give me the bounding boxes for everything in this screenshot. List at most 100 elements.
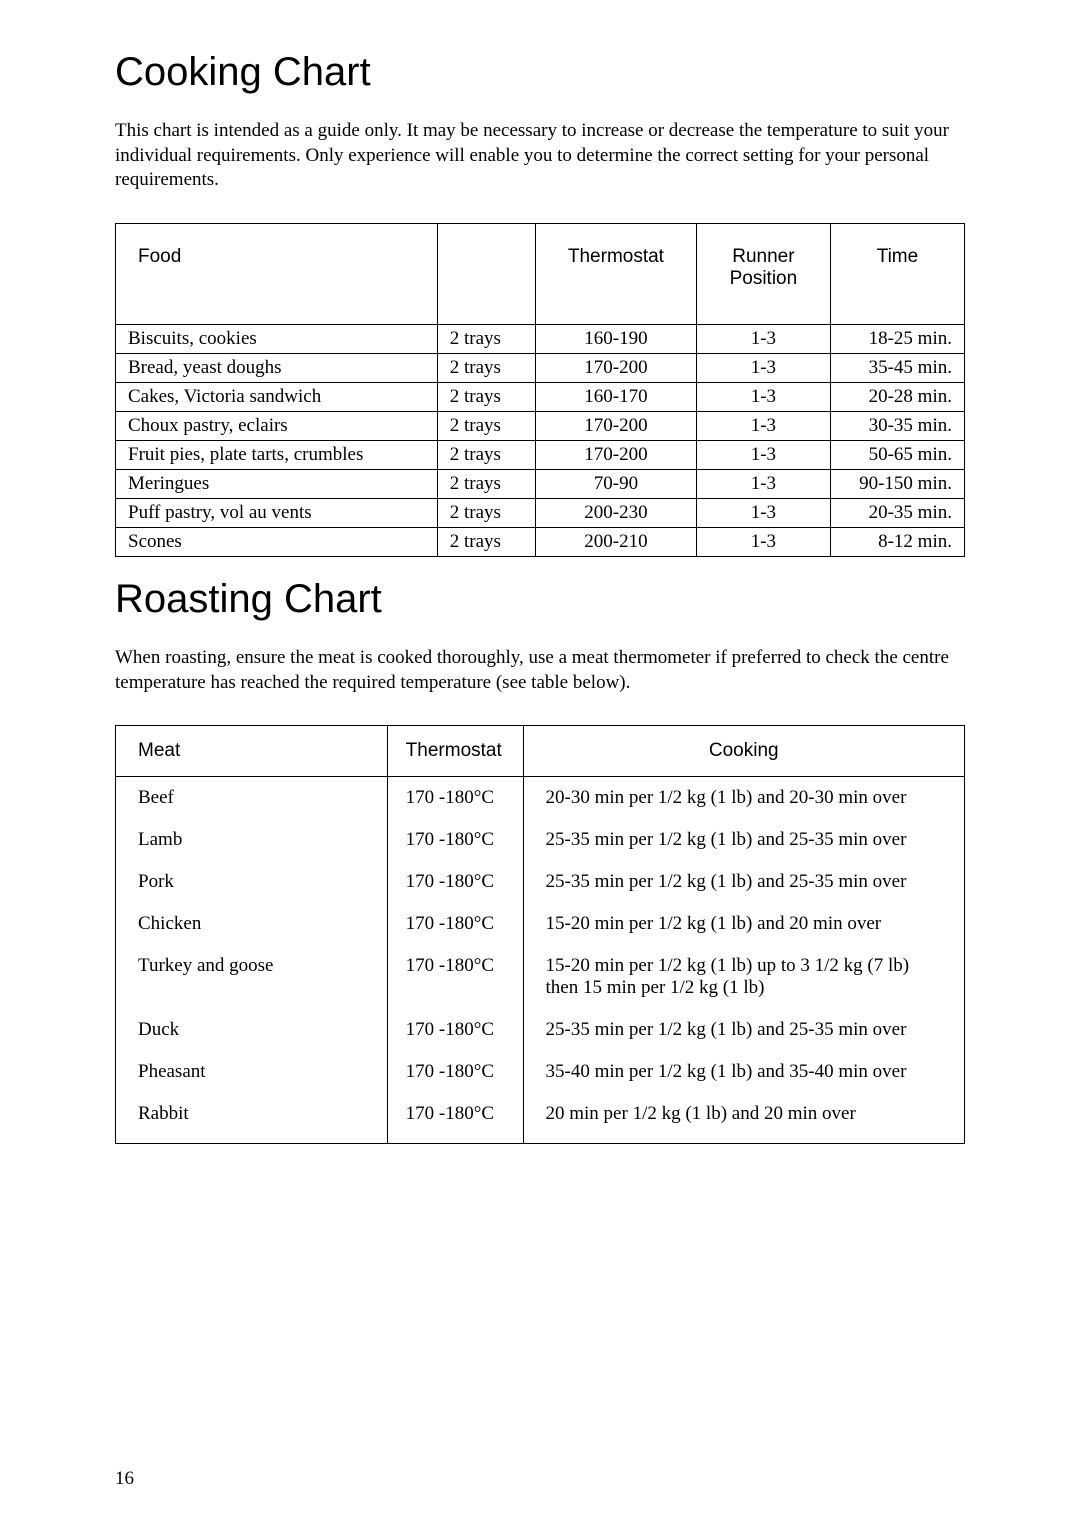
cell-time: 8-12 min. bbox=[830, 528, 964, 557]
table-row: Duck170 -180°C25-35 min per 1/2 kg (1 lb… bbox=[116, 1009, 965, 1051]
cell-meat: Rabbit bbox=[116, 1093, 388, 1144]
roasting-table-body: Beef170 -180°C20-30 min per 1/2 kg (1 lb… bbox=[116, 777, 965, 1144]
cell-food: Cakes, Victoria sandwich bbox=[116, 383, 438, 412]
page-number: 16 bbox=[115, 1468, 134, 1490]
table-row: Pheasant170 -180°C35-40 min per 1/2 kg (… bbox=[116, 1051, 965, 1093]
cooking-table-head: Food Thermostat Runner Position Time bbox=[116, 224, 965, 325]
roasting-chart-table: Meat Thermostat Cooking Beef170 -180°C20… bbox=[115, 725, 965, 1144]
cell-runner: 1-3 bbox=[696, 499, 830, 528]
cell-runner: 1-3 bbox=[696, 470, 830, 499]
table-row: Turkey and goose170 -180°C15-20 min per … bbox=[116, 945, 965, 1009]
roasting-table-head: Meat Thermostat Cooking bbox=[116, 726, 965, 777]
cell-thermo2: 170 -180°C bbox=[387, 1051, 523, 1093]
table-row: Pork170 -180°C25-35 min per 1/2 kg (1 lb… bbox=[116, 861, 965, 903]
table-row: Lamb170 -180°C25-35 min per 1/2 kg (1 lb… bbox=[116, 819, 965, 861]
cell-food: Fruit pies, plate tarts, crumbles bbox=[116, 441, 438, 470]
cell-food: Puff pastry, vol au vents bbox=[116, 499, 438, 528]
cell-meat: Turkey and goose bbox=[116, 945, 388, 1009]
table-row: Rabbit170 -180°C20 min per 1/2 kg (1 lb)… bbox=[116, 1093, 965, 1144]
table-row: Beef170 -180°C20-30 min per 1/2 kg (1 lb… bbox=[116, 777, 965, 820]
cell-meat: Duck bbox=[116, 1009, 388, 1051]
col-thermostat: Thermostat bbox=[536, 224, 697, 325]
cell-thermo: 200-210 bbox=[536, 528, 697, 557]
cell-time: 18-25 min. bbox=[830, 325, 964, 354]
roasting-chart-title: Roasting Chart bbox=[115, 577, 965, 622]
cell-runner: 1-3 bbox=[696, 325, 830, 354]
table-row: Chicken170 -180°C15-20 min per 1/2 kg (1… bbox=[116, 903, 965, 945]
cell-runner: 1-3 bbox=[696, 354, 830, 383]
cell-trays: 2 trays bbox=[437, 354, 535, 383]
cell-cook: 35-40 min per 1/2 kg (1 lb) and 35-40 mi… bbox=[523, 1051, 965, 1093]
cell-cook: 20-30 min per 1/2 kg (1 lb) and 20-30 mi… bbox=[523, 777, 965, 820]
cell-food: Scones bbox=[116, 528, 438, 557]
table-row: Bread, yeast doughs2 trays170-2001-335-4… bbox=[116, 354, 965, 383]
table-row: Puff pastry, vol au vents2 trays200-2301… bbox=[116, 499, 965, 528]
cell-thermo: 200-230 bbox=[536, 499, 697, 528]
cooking-chart-intro: This chart is intended as a guide only. … bbox=[115, 119, 965, 193]
cell-thermo: 160-190 bbox=[536, 325, 697, 354]
cooking-chart-table: Food Thermostat Runner Position Time Bis… bbox=[115, 223, 965, 557]
cell-thermo2: 170 -180°C bbox=[387, 777, 523, 820]
cell-thermo: 70-90 bbox=[536, 470, 697, 499]
cell-meat: Chicken bbox=[116, 903, 388, 945]
cell-time: 50-65 min. bbox=[830, 441, 964, 470]
cell-cook: 15-20 min per 1/2 kg (1 lb) up to 3 1/2 … bbox=[523, 945, 965, 1009]
cell-thermo2: 170 -180°C bbox=[387, 1009, 523, 1051]
cell-meat: Lamb bbox=[116, 819, 388, 861]
cell-cook: 20 min per 1/2 kg (1 lb) and 20 min over bbox=[523, 1093, 965, 1144]
cell-cook: 15-20 min per 1/2 kg (1 lb) and 20 min o… bbox=[523, 903, 965, 945]
col-cooking: Cooking bbox=[523, 726, 965, 777]
table-row: Fruit pies, plate tarts, crumbles2 trays… bbox=[116, 441, 965, 470]
cell-time: 20-28 min. bbox=[830, 383, 964, 412]
cell-time: 90-150 min. bbox=[830, 470, 964, 499]
cell-food: Choux pastry, eclairs bbox=[116, 412, 438, 441]
cell-meat: Pork bbox=[116, 861, 388, 903]
cell-thermo2: 170 -180°C bbox=[387, 1093, 523, 1144]
cell-cook: 25-35 min per 1/2 kg (1 lb) and 25-35 mi… bbox=[523, 819, 965, 861]
cell-runner: 1-3 bbox=[696, 383, 830, 412]
cell-food: Meringues bbox=[116, 470, 438, 499]
cell-thermo2: 170 -180°C bbox=[387, 819, 523, 861]
table-row: Biscuits, cookies2 trays160-1901-318-25 … bbox=[116, 325, 965, 354]
col-food: Food bbox=[116, 224, 438, 325]
cooking-table-body: Biscuits, cookies2 trays160-1901-318-25 … bbox=[116, 325, 965, 557]
cell-cook: 25-35 min per 1/2 kg (1 lb) and 25-35 mi… bbox=[523, 861, 965, 903]
cell-trays: 2 trays bbox=[437, 412, 535, 441]
table-row: Scones2 trays200-2101-38-12 min. bbox=[116, 528, 965, 557]
cell-trays: 2 trays bbox=[437, 499, 535, 528]
cooking-chart-title: Cooking Chart bbox=[115, 50, 965, 95]
cell-thermo: 160-170 bbox=[536, 383, 697, 412]
cell-trays: 2 trays bbox=[437, 383, 535, 412]
cell-trays: 2 trays bbox=[437, 528, 535, 557]
col-thermostat2: Thermostat bbox=[387, 726, 523, 777]
cell-thermo: 170-200 bbox=[536, 412, 697, 441]
table-row: Meringues2 trays70-901-390-150 min. bbox=[116, 470, 965, 499]
col-time: Time bbox=[830, 224, 964, 325]
cell-meat: Beef bbox=[116, 777, 388, 820]
col-blank bbox=[437, 224, 535, 325]
cell-runner: 1-3 bbox=[696, 528, 830, 557]
cell-thermo: 170-200 bbox=[536, 354, 697, 383]
cell-runner: 1-3 bbox=[696, 412, 830, 441]
cell-trays: 2 trays bbox=[437, 441, 535, 470]
cell-time: 20-35 min. bbox=[830, 499, 964, 528]
table-row: Choux pastry, eclairs2 trays170-2001-330… bbox=[116, 412, 965, 441]
col-meat: Meat bbox=[116, 726, 388, 777]
cell-thermo: 170-200 bbox=[536, 441, 697, 470]
cell-time: 35-45 min. bbox=[830, 354, 964, 383]
cell-thermo2: 170 -180°C bbox=[387, 945, 523, 1009]
cell-food: Bread, yeast doughs bbox=[116, 354, 438, 383]
cell-meat: Pheasant bbox=[116, 1051, 388, 1093]
roasting-chart-intro: When roasting, ensure the meat is cooked… bbox=[115, 646, 965, 695]
cell-time: 30-35 min. bbox=[830, 412, 964, 441]
page: Cooking Chart This chart is intended as … bbox=[0, 0, 1080, 1144]
table-row: Cakes, Victoria sandwich2 trays160-1701-… bbox=[116, 383, 965, 412]
cell-cook: 25-35 min per 1/2 kg (1 lb) and 25-35 mi… bbox=[523, 1009, 965, 1051]
cell-thermo2: 170 -180°C bbox=[387, 861, 523, 903]
cell-food: Biscuits, cookies bbox=[116, 325, 438, 354]
cell-trays: 2 trays bbox=[437, 470, 535, 499]
col-runner: Runner Position bbox=[696, 224, 830, 325]
cell-trays: 2 trays bbox=[437, 325, 535, 354]
cell-runner: 1-3 bbox=[696, 441, 830, 470]
cell-thermo2: 170 -180°C bbox=[387, 903, 523, 945]
